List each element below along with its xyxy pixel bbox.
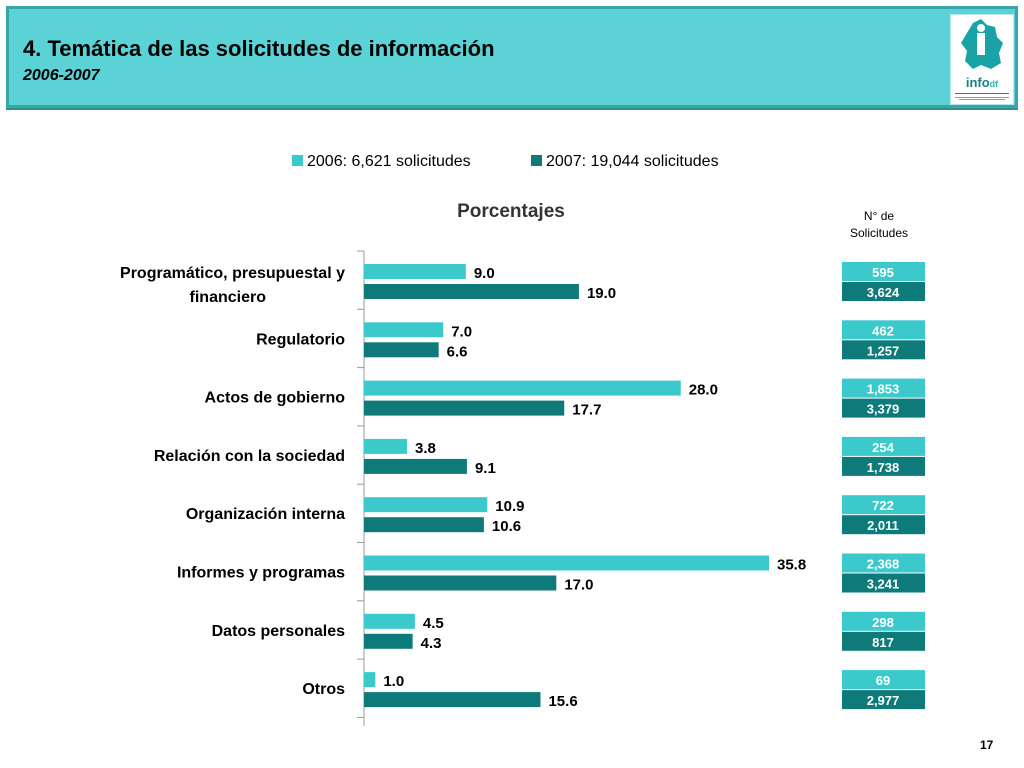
legend-swatch-1 xyxy=(292,155,303,166)
count-box-2007 xyxy=(842,515,925,535)
count-box-2006 xyxy=(842,611,925,631)
count-boxes: 595 3,624 462 1,257 1,853 3,379 254 1,738 722 2,0… xyxy=(842,262,925,710)
axis-ticks xyxy=(357,250,364,718)
bar-2007 xyxy=(364,284,579,299)
bar-2006 xyxy=(364,613,415,629)
bar-2007 xyxy=(364,342,439,358)
logo-text: infodf xyxy=(965,75,999,90)
count-value: 1,853 xyxy=(867,382,900,397)
page-subtitle: 2006-2007 xyxy=(23,67,100,84)
data-label: 4.5 xyxy=(423,615,444,632)
data-label: 10.9 xyxy=(495,498,524,515)
count-box-2007 xyxy=(842,340,925,360)
bar-chart: 2006: 6,621 solicitudes 2007: 19,044 soli… xyxy=(120,153,925,726)
count-value: 2,368 xyxy=(867,557,900,572)
count-box-2007 xyxy=(842,456,925,476)
count-value: 2,977 xyxy=(867,693,900,708)
infodf-logo: infodf xyxy=(950,14,1014,105)
category-label: Organización interna xyxy=(186,506,345,523)
bar-2007 xyxy=(364,575,557,591)
count-box-2006 xyxy=(842,436,925,456)
bar-2006 xyxy=(364,380,681,396)
data-label: 35.8 xyxy=(777,557,806,574)
category-label: Informes y programas xyxy=(177,565,345,582)
chart-title: Porcentajes xyxy=(457,201,565,222)
data-label: 4.3 xyxy=(421,635,442,652)
count-value: 722 xyxy=(872,498,894,513)
page-title: 4. Temática de las solicitudes de inform… xyxy=(23,36,495,61)
page-number: 17 xyxy=(980,738,994,752)
logo-caption-line xyxy=(959,99,1005,100)
category-label: Otros xyxy=(302,681,345,698)
count-box-2007 xyxy=(842,573,925,593)
data-label: 10.6 xyxy=(492,518,521,535)
bar-2006 xyxy=(364,322,444,338)
count-box-2007 xyxy=(842,398,925,418)
category-labels: Programático, presupuestal y financiero Re… xyxy=(120,265,345,698)
count-header-line-2: Solicitudes xyxy=(850,226,908,240)
bar-2006 xyxy=(364,438,407,454)
data-label: 3.8 xyxy=(415,440,436,457)
data-label: 9.0 xyxy=(474,265,495,282)
count-value: 254 xyxy=(872,440,894,455)
data-label: 15.6 xyxy=(548,693,577,710)
data-label: 6.6 xyxy=(447,343,468,360)
bar-2007 xyxy=(364,692,541,708)
chart-legend: 2006: 6,621 solicitudes 2007: 19,044 soli… xyxy=(292,153,719,170)
data-label: 9.1 xyxy=(475,460,496,477)
count-box-2007 xyxy=(842,631,925,651)
category-label-cont: financiero xyxy=(190,289,267,306)
count-value: 2,011 xyxy=(867,518,899,533)
bar-2007 xyxy=(364,458,467,474)
bar-2007 xyxy=(364,517,484,533)
count-value: 69 xyxy=(876,673,890,688)
count-box-2006 xyxy=(842,262,925,281)
count-box-2007 xyxy=(842,690,925,710)
bar-2006 xyxy=(364,555,769,571)
count-value: 3,241 xyxy=(867,577,900,592)
category-label: Relación con la sociedad xyxy=(154,448,345,465)
count-box-2006 xyxy=(842,495,925,515)
bar-2006 xyxy=(364,264,466,279)
bars: 9.0 19.0 7.0 6.6 28.0 17.7 3.8 9.1 10.9 10.6 35.8 1… xyxy=(364,264,806,710)
count-value: 1,738 xyxy=(867,460,900,475)
bar-2007 xyxy=(364,400,565,416)
category-label: Regulatorio xyxy=(256,331,345,348)
count-box-2006 xyxy=(842,670,925,690)
category-label: Datos personales xyxy=(212,623,345,640)
legend-swatch-2 xyxy=(531,155,542,166)
map-icon xyxy=(961,19,1003,69)
count-column-header: N° de Solicitudes xyxy=(850,209,908,240)
bar-2006 xyxy=(364,672,376,688)
header-banner: 4. Temática de las solicitudes de inform… xyxy=(6,6,1018,108)
count-box-2006 xyxy=(842,553,925,573)
count-box-2007 xyxy=(842,282,925,301)
data-label: 17.7 xyxy=(572,402,601,419)
legend-label-2: 2007: 19,044 solicitudes xyxy=(546,153,719,170)
data-label: 17.0 xyxy=(564,577,593,594)
count-value: 595 xyxy=(872,265,894,280)
category-label: Actos de gobierno xyxy=(205,390,346,407)
count-header-line-1: N° de xyxy=(864,209,894,223)
data-label: 28.0 xyxy=(689,382,718,399)
count-box-2006 xyxy=(842,378,925,398)
bar-2006 xyxy=(364,497,488,513)
category-label: Programático, presupuestal y xyxy=(120,265,345,282)
logo-caption-lines xyxy=(955,93,1009,98)
count-value: 3,379 xyxy=(867,402,900,417)
count-value: 817 xyxy=(872,635,894,650)
count-value: 462 xyxy=(872,323,894,338)
count-value: 298 xyxy=(872,615,894,630)
data-label: 1.0 xyxy=(383,673,404,690)
bar-2007 xyxy=(364,633,413,649)
data-label: 7.0 xyxy=(451,323,472,340)
data-label: 19.0 xyxy=(587,285,616,302)
count-value: 3,624 xyxy=(867,285,900,300)
legend-label-1: 2006: 6,621 solicitudes xyxy=(307,153,471,170)
count-box-2006 xyxy=(842,320,925,340)
count-value: 1,257 xyxy=(867,343,900,358)
